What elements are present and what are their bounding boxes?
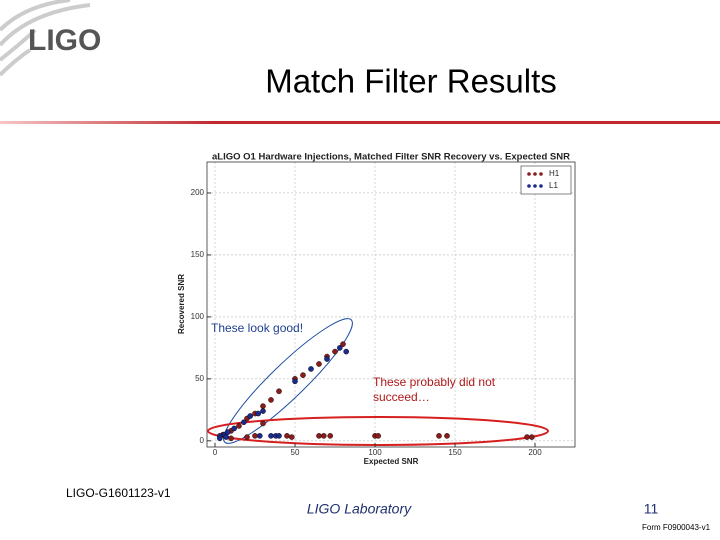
legend-swatch [533, 184, 537, 188]
point [284, 433, 290, 439]
point [236, 423, 242, 429]
point [524, 434, 530, 440]
legend-box [520, 165, 572, 195]
point [268, 433, 274, 439]
slide-title: Match Filter Results [265, 63, 557, 100]
x-tick-label: 100 [368, 448, 382, 457]
page-number: 11 [644, 501, 659, 517]
x-axis-label: Expected SNR [364, 457, 419, 466]
point [332, 348, 338, 355]
legend-label: H1 [549, 169, 560, 178]
point [216, 435, 223, 442]
x-tick-label: 150 [448, 448, 462, 457]
y-axis-label: Recovered SNR [177, 274, 186, 334]
doc-id: LIGO-G1601123-v1 [66, 486, 171, 500]
plot-frame [206, 161, 576, 448]
point [231, 425, 237, 432]
failed-ellipse [207, 416, 549, 446]
point [336, 345, 343, 351]
point [444, 433, 450, 439]
annotation: These look good! [211, 321, 304, 335]
point [308, 366, 314, 372]
point [292, 378, 298, 385]
point [316, 433, 322, 439]
point [300, 372, 306, 378]
point [276, 388, 282, 395]
y-tick-label: 100 [191, 312, 205, 321]
logo: LIGO [28, 24, 101, 57]
point [224, 429, 231, 435]
point [320, 433, 327, 439]
point [276, 433, 282, 439]
point [255, 410, 262, 417]
point [247, 413, 253, 419]
x-tick-label: 200 [528, 448, 542, 457]
legend-swatch [527, 184, 531, 188]
point [260, 403, 266, 409]
point [340, 341, 346, 347]
point [260, 408, 266, 414]
legend-swatch [533, 172, 537, 176]
x-tick-label: 50 [291, 448, 300, 457]
y-tick-label: 200 [191, 188, 205, 197]
legend-label: L1 [549, 181, 558, 190]
point [240, 419, 247, 426]
lab-name: LIGO Laboratory [307, 501, 412, 517]
good-ellipse [223, 318, 353, 444]
point [288, 434, 295, 440]
point [260, 420, 266, 427]
point [228, 435, 234, 442]
chart-title: aLIGO O1 Hardware Injections, Matched Fi… [212, 152, 570, 163]
point [256, 433, 263, 439]
legend-swatch [539, 184, 543, 188]
point [244, 434, 250, 440]
point [327, 433, 334, 439]
y-tick-label: 50 [195, 374, 204, 383]
point [375, 433, 382, 439]
legend-swatch [539, 172, 543, 176]
point [223, 434, 229, 440]
point [436, 433, 442, 439]
y-tick-label: 150 [191, 250, 205, 259]
point [529, 434, 535, 440]
y-tick-label: 0 [200, 436, 205, 445]
title-rule [0, 121, 720, 124]
x-tick-label: 0 [213, 448, 218, 457]
point [252, 433, 258, 439]
logo-arcs [0, 0, 91, 77]
annotation: These probably did not succeed… [373, 375, 496, 404]
point [268, 397, 274, 403]
point [316, 361, 322, 367]
point [343, 348, 350, 355]
legend-swatch [527, 172, 531, 176]
form-id: Form F0900043-v1 [642, 523, 711, 532]
point [324, 356, 330, 362]
